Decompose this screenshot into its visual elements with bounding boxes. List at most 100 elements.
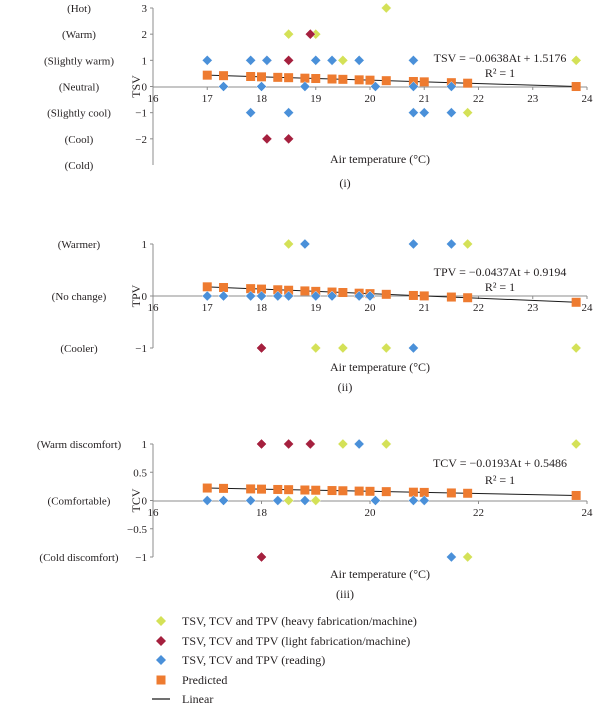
predicted-marker	[463, 293, 473, 303]
predicted-marker	[571, 490, 581, 500]
x-tick-label: 24	[582, 93, 594, 105]
legend-item-heavy: TSV, TCV and TPV (heavy fabrication/mach…	[150, 612, 590, 632]
predicted-marker	[365, 486, 375, 496]
diamond-marker-heavy	[310, 495, 322, 506]
diamond-marker-reading	[446, 81, 457, 92]
diamond-marker-reading	[201, 290, 213, 302]
diamond-marker-light	[256, 438, 267, 450]
predicted-marker	[446, 292, 456, 302]
y-tick-label: 3	[142, 3, 148, 15]
diamond-marker-light	[305, 438, 316, 450]
predicted-marker	[463, 488, 473, 498]
predicted-marker	[246, 484, 256, 494]
predicted-marker	[202, 70, 212, 80]
regression-equation: TPV = −0.0437At + 0.9194	[434, 265, 567, 279]
predicted-marker	[419, 291, 429, 301]
diamond-marker-reading	[408, 81, 419, 92]
legend-label: TSV, TCV and TPV (reading)	[182, 653, 326, 667]
category-label: (Warm)	[62, 29, 96, 41]
diamond-marker-heavy	[570, 55, 582, 66]
category-label: (Neutral)	[59, 82, 100, 94]
predicted-marker	[419, 487, 429, 497]
predicted-marker	[257, 72, 266, 82]
predicted-marker	[219, 71, 229, 81]
legend-label: TSV, TCV and TPV (light fabrication/mach…	[182, 633, 411, 648]
diamond-marker-light	[283, 438, 294, 450]
y-tick-label: −1	[135, 108, 147, 120]
panel-tcv: (Warm discomfort) (Comfortable) (Cold disc…	[37, 438, 593, 601]
regression-equation: TSV = −0.0638At + 1.5176	[434, 51, 567, 65]
predicted-marker	[202, 483, 212, 493]
category-label: (Hot)	[67, 3, 91, 15]
y-tick-label: −0.5	[127, 524, 147, 536]
diamond-marker-reading	[446, 238, 457, 250]
x-tick-label: 21	[419, 93, 430, 105]
legend: TSV, TCV and TPV (heavy fabrication/mach…	[150, 612, 590, 710]
category-label: (Cool)	[65, 134, 94, 146]
diamond-marker-reading	[218, 290, 229, 302]
predicted-marker	[311, 485, 321, 495]
predicted-marker	[327, 486, 337, 496]
diamond-marker-reading	[201, 495, 213, 506]
y-tick-label: −1	[135, 343, 147, 355]
predicted-marker	[246, 72, 256, 82]
x-tick-label: 20	[365, 302, 377, 314]
diamond-marker-icon	[156, 655, 166, 665]
diamond-marker-reading	[218, 81, 229, 92]
predicted-marker	[219, 483, 229, 493]
diamond-marker-reading	[272, 290, 284, 302]
diamond-marker-reading	[418, 495, 430, 506]
diamond-marker-reading	[353, 438, 365, 450]
diamond-marker-icon	[156, 616, 166, 626]
x-tick-label: 19	[310, 93, 322, 105]
x-tick-label: 17	[202, 302, 214, 314]
y-tick-label: −2	[135, 134, 147, 146]
diamond-marker-reading	[408, 107, 419, 118]
diamond-marker-heavy	[380, 438, 392, 450]
predicted-marker	[419, 77, 429, 87]
y-tick-label: −1	[135, 552, 147, 564]
predicted-marker	[381, 487, 391, 497]
diamond-marker-reading	[364, 290, 376, 302]
diamond-marker-reading	[245, 495, 256, 506]
panel-tsv: (Hot) (Warm) (Slightly warm) (Neutral) (Slig…	[44, 2, 594, 190]
legend-label: TSV, TCV and TPV (heavy fabrication/mach…	[182, 614, 417, 628]
x-axis-title: Air temperature (°C)	[330, 567, 430, 581]
predicted-marker	[202, 282, 212, 292]
y-tick-label: 0	[142, 82, 148, 94]
diamond-marker-heavy	[337, 55, 349, 66]
x-tick-label: 20	[365, 93, 377, 105]
y-tick-label: 0	[142, 291, 148, 303]
diamond-marker-light	[305, 28, 316, 40]
x-axis-title: Air temperature (°C)	[330, 152, 430, 166]
category-label: (Warmer)	[58, 239, 101, 251]
panel-caption: (i)	[339, 176, 350, 190]
x-tick-label: 22	[473, 507, 484, 519]
diamond-marker-reading	[326, 55, 338, 66]
diamond-marker-heavy	[570, 342, 582, 354]
predicted-marker	[463, 78, 473, 88]
predicted-marker	[284, 285, 294, 295]
x-tick-label: 23	[527, 93, 539, 105]
legend-item-light: TSV, TCV and TPV (light fabrication/mach…	[150, 632, 590, 652]
predicted-marker	[354, 75, 364, 85]
diamond-marker-icon	[156, 635, 166, 646]
x-tick-label: 18	[256, 93, 268, 105]
predicted-marker	[300, 286, 310, 296]
predicted-marker	[300, 485, 310, 495]
predicted-marker	[257, 284, 266, 294]
x-tick-label: 16	[148, 302, 160, 314]
x-tick-label: 17	[202, 93, 214, 105]
diamond-marker-reading	[245, 107, 256, 118]
diamond-marker-light	[256, 551, 267, 563]
predicted-marker	[338, 74, 348, 84]
diamond-marker-reading	[283, 290, 294, 302]
panel-caption: (ii)	[338, 380, 353, 394]
x-tick-label: 22	[473, 302, 484, 314]
diamond-marker-heavy	[380, 2, 392, 14]
x-tick-label: 20	[365, 507, 377, 519]
y-tick-label: 0	[142, 496, 148, 508]
legend-label: Predicted	[182, 672, 228, 687]
x-tick-label: 22	[473, 93, 484, 105]
predicted-marker	[354, 486, 364, 496]
